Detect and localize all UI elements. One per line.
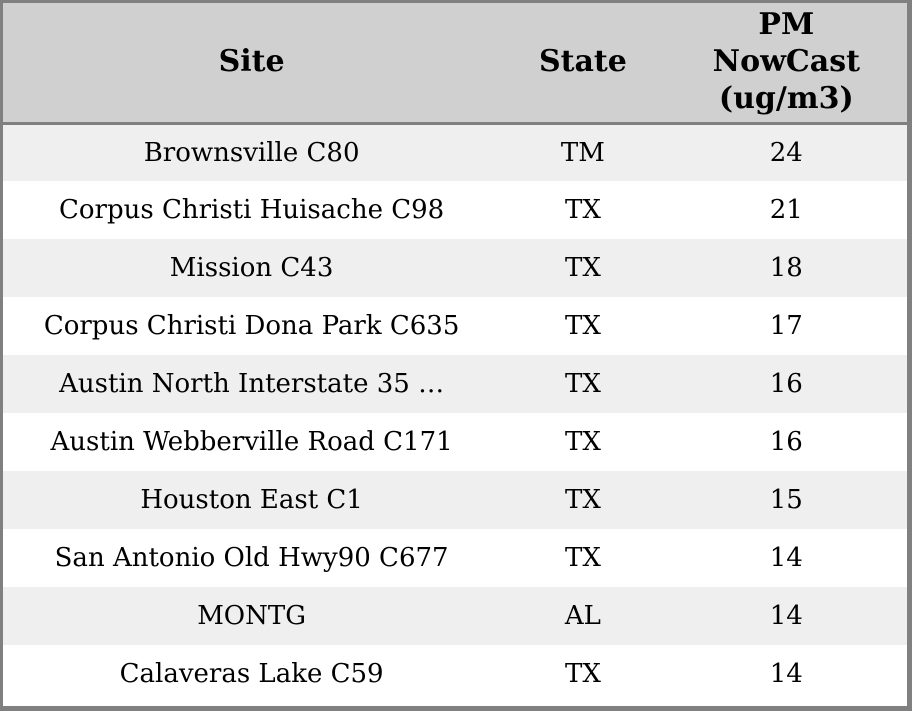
table-row: Austin North Interstate 35 … TX 16 [3, 355, 907, 413]
site-cell: Austin North Interstate 35 … [59, 369, 445, 399]
table-row: Houston East C1 TX 15 [3, 471, 907, 529]
site-cell: MONTG [197, 601, 306, 631]
table-row: Austin Webberville Road C171 TX 16 [3, 413, 907, 471]
site-cell: Brownsville C80 [143, 137, 360, 168]
pm-value-cell: 14 [769, 601, 803, 631]
col-header-state: State [500, 3, 666, 125]
table-row: MONTG AL 14 [3, 587, 907, 645]
state-cell: TX [564, 195, 601, 225]
site-cell: Mission C43 [169, 253, 334, 283]
pm-value-cell: 18 [769, 253, 803, 283]
table-row: Mission C43 TX 18 [3, 239, 907, 297]
table-row: San Antonio Old Hwy90 C677 TX 14 [3, 529, 907, 587]
state-cell: TX [564, 253, 601, 283]
site-cell: Austin Webberville Road C171 [50, 427, 453, 457]
table-row: Corpus Christi Huisache C98 TX 21 [3, 181, 907, 239]
pm-value-cell: 21 [769, 195, 803, 225]
data-table: Site State PM NowCast (ug/m3) Brownsvill… [3, 3, 907, 703]
table-body: Brownsville C80 TM 24 Corpus Christi Huisac… [3, 123, 907, 703]
state-cell: TX [564, 369, 601, 399]
pm-value-cell: 14 [769, 543, 803, 573]
site-cell: Corpus Christi Dona Park C635 [43, 311, 460, 341]
pm-value-cell: 17 [769, 311, 803, 341]
table-row: Corpus Christi Dona Park C635 TX 17 [3, 297, 907, 355]
pm-value-cell: 24 [769, 137, 803, 168]
site-cell: Calaveras Lake C59 [119, 659, 384, 689]
pm-value-cell: 16 [769, 369, 803, 399]
pm-value-cell: 14 [769, 659, 803, 689]
col-header-pm-nowcast: PM NowCast (ug/m3) [665, 3, 907, 125]
site-cell: Houston East C1 [140, 485, 363, 515]
pm-value-cell: 15 [769, 485, 803, 515]
col-header-site: Site [3, 3, 501, 125]
state-cell: TX [564, 659, 601, 689]
state-cell: TX [564, 543, 601, 573]
state-cell: TX [564, 427, 601, 457]
table-row: Brownsville C80 TM 24 [3, 123, 907, 181]
pm-value-cell: 16 [769, 427, 803, 457]
pm-header-line-1: PM [758, 7, 815, 43]
state-cell: TX [564, 485, 601, 515]
state-cell: TM [560, 137, 605, 168]
site-cell: San Antonio Old Hwy90 C677 [54, 543, 449, 573]
table-row: Calaveras Lake C59 TX 14 [3, 645, 907, 703]
state-cell: AL [564, 601, 601, 631]
pm-header-line-3: (ug/m3) [718, 80, 854, 116]
site-cell: Corpus Christi Huisache C98 [58, 195, 445, 225]
header-row: Site State PM NowCast (ug/m3) [3, 3, 907, 125]
pm-header-line-2: NowCast [712, 43, 860, 79]
state-cell: TX [564, 311, 601, 341]
